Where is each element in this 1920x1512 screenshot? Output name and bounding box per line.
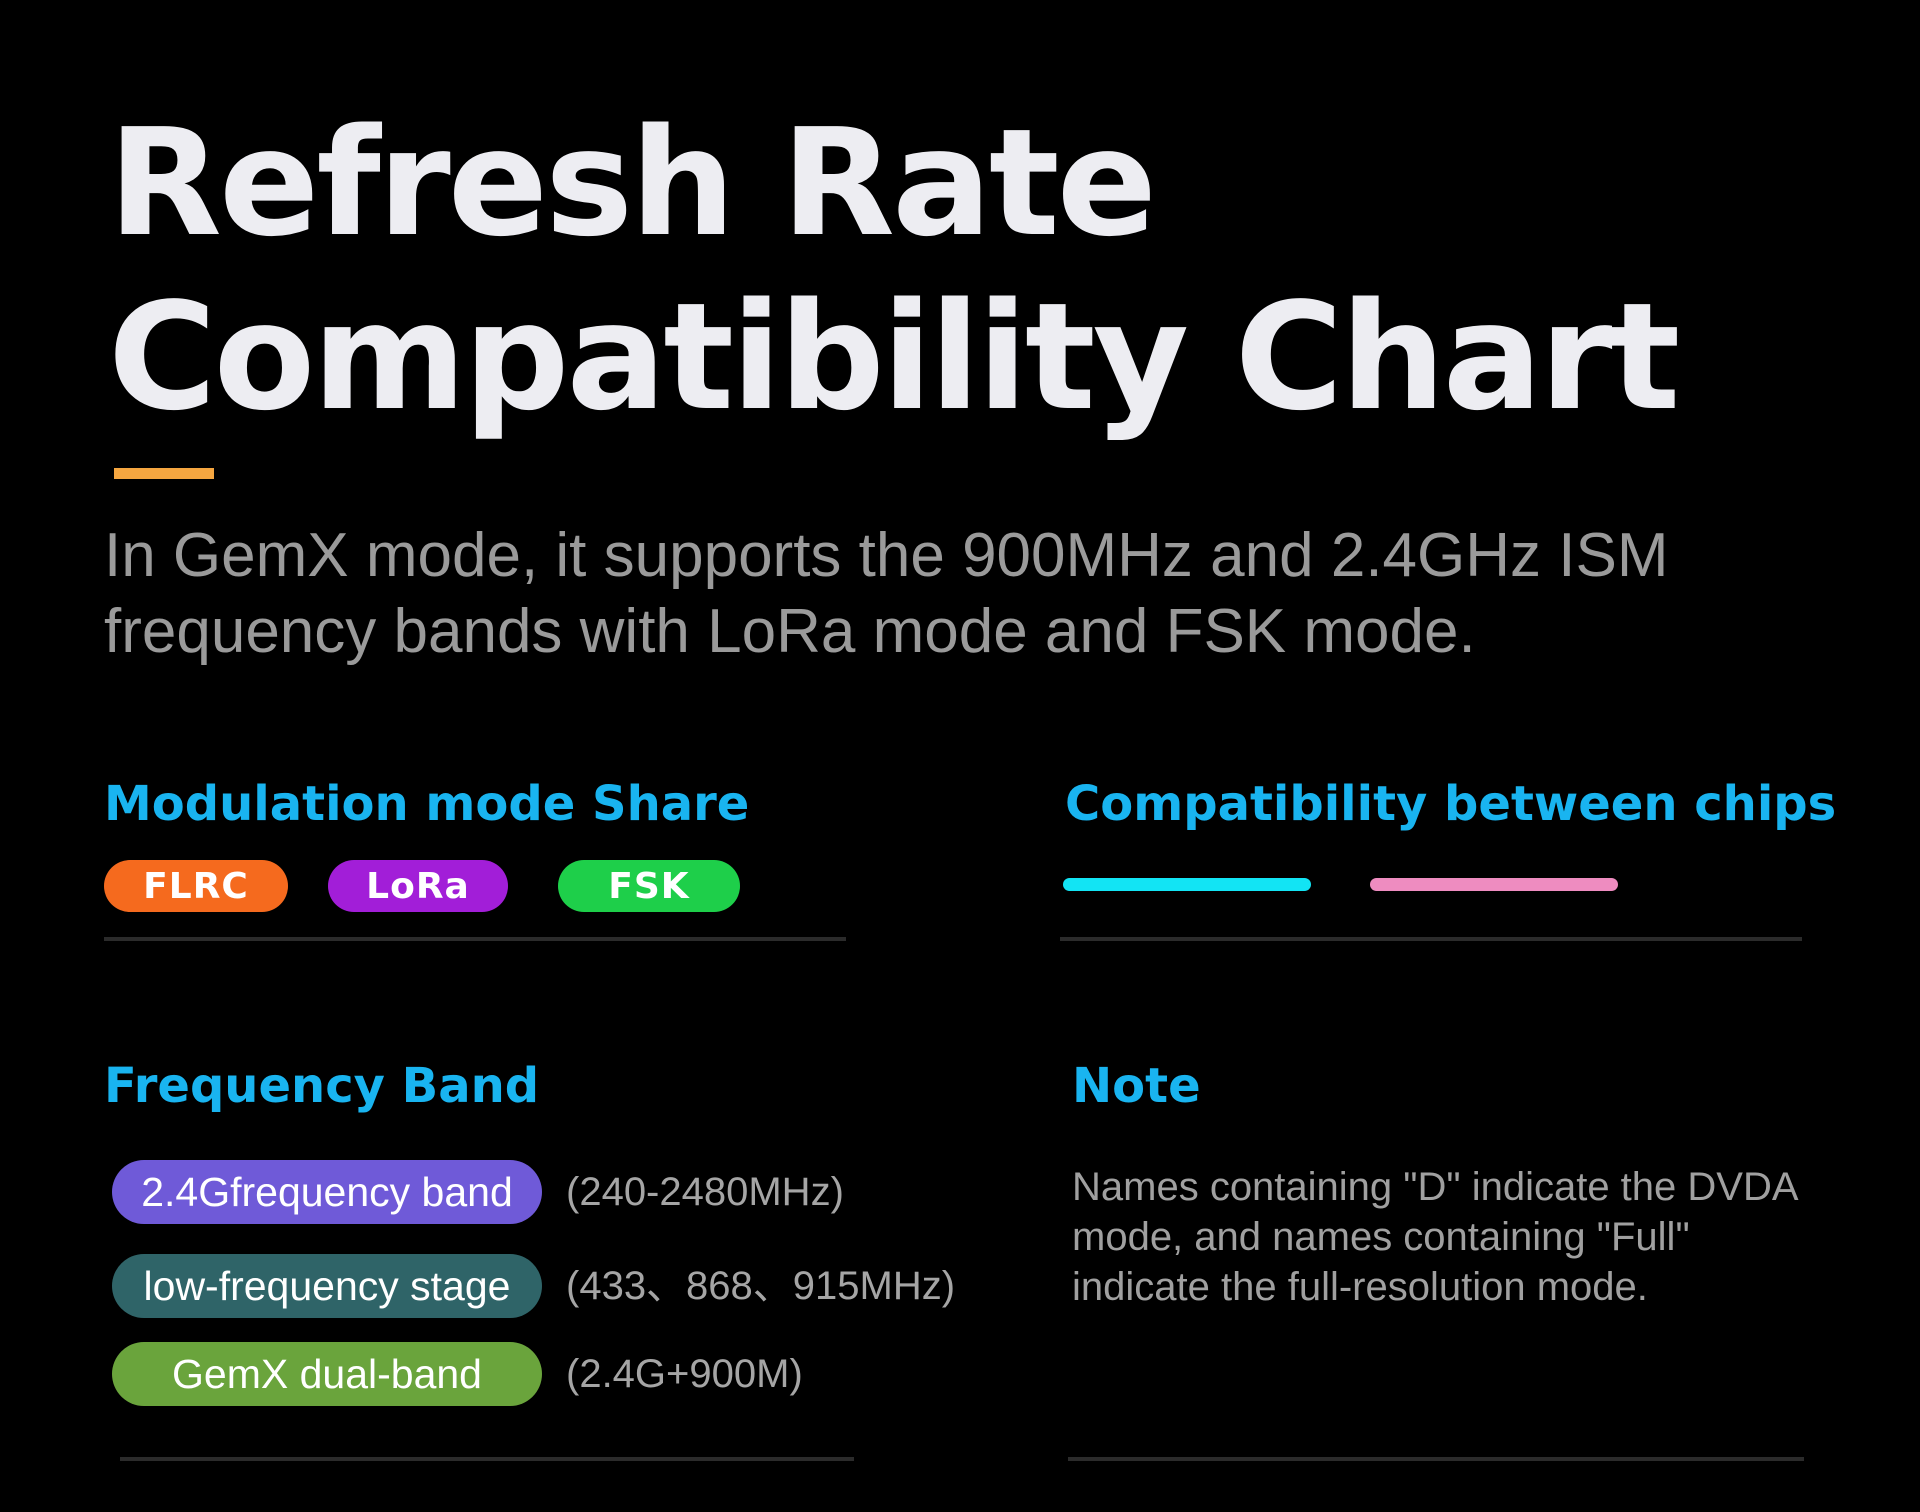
note-line-1: Names containing "D" indicate the DVDA: [1072, 1165, 1799, 1209]
note-heading: Note: [1072, 1058, 1201, 1114]
subtitle-line-1: In GemX mode, it supports the 900MHz and…: [104, 521, 1669, 590]
mode-pill-lora: LoRa: [328, 860, 508, 912]
page-title: Refresh Rate Compatibility Chart: [108, 96, 1680, 444]
compatibility-line-pink: [1370, 878, 1618, 891]
page-subtitle: In GemX mode, it supports the 900MHz and…: [104, 518, 1784, 670]
compatibility-line-cyan: [1063, 878, 1311, 891]
modulation-heading: Modulation mode Share: [104, 776, 750, 832]
title-line-2: Compatibility Chart: [108, 271, 1680, 443]
band-range-low-frequency: (433、868、915MHz): [566, 1264, 956, 1308]
band-range-2-4g: (240-2480MHz): [566, 1170, 844, 1214]
accent-bar: [114, 468, 214, 479]
band-pill-low-frequency: low-frequency stage: [112, 1254, 542, 1318]
modulation-divider: [104, 937, 846, 941]
band-range-gemx-dual: (2.4G+900M): [566, 1352, 803, 1396]
mode-pill-fsk: FSK: [558, 860, 740, 912]
frequency-heading: Frequency Band: [104, 1058, 540, 1114]
title-line-1: Refresh Rate: [108, 97, 1157, 269]
band-pill-gemx-dual: GemX dual-band: [112, 1342, 542, 1406]
note-line-3: indicate the full-resolution mode.: [1072, 1265, 1648, 1309]
note-text: Names containing "D" indicate the DVDA m…: [1072, 1162, 1832, 1312]
frequency-divider: [120, 1457, 854, 1461]
mode-pill-flrc: FLRC: [104, 860, 288, 912]
compatibility-divider: [1060, 937, 1802, 941]
band-pill-2-4g: 2.4Gfrequency band: [112, 1160, 542, 1224]
note-divider: [1068, 1457, 1804, 1461]
note-line-2: mode, and names containing "Full": [1072, 1215, 1690, 1259]
subtitle-line-2: frequency bands with LoRa mode and FSK m…: [104, 597, 1476, 666]
compatibility-heading: Compatibility between chips: [1065, 776, 1837, 832]
